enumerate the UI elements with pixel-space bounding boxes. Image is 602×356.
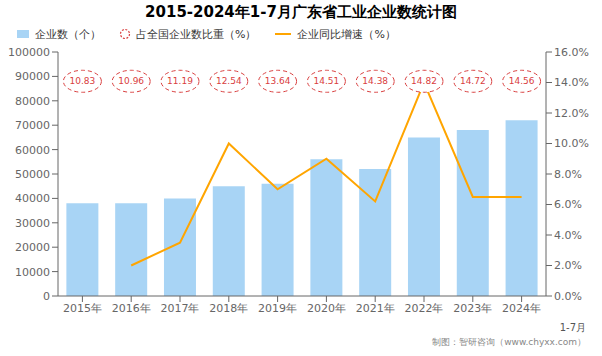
svg-text:14.51: 14.51 xyxy=(314,76,340,86)
html-text:企业数（个）: 企业数（个） xyxy=(35,27,101,41)
svg-text:70000: 70000 xyxy=(15,119,50,132)
svg-text:2017年: 2017年 xyxy=(161,302,200,315)
svg-text:2024年: 2024年 xyxy=(502,302,541,315)
svg-text:14.56: 14.56 xyxy=(509,76,535,86)
svg-text:2016年: 2016年 xyxy=(112,302,151,315)
svg-text:0.0%: 0.0% xyxy=(554,290,582,303)
svg-text:10000: 10000 xyxy=(15,266,50,279)
svg-text:6.0%: 6.0% xyxy=(554,198,582,211)
svg-text:14.72: 14.72 xyxy=(460,76,486,86)
svg-text:2019年: 2019年 xyxy=(258,302,297,315)
svg-text:13.64: 13.64 xyxy=(265,76,291,86)
svg-text:2022年: 2022年 xyxy=(405,302,444,315)
svg-text:60000: 60000 xyxy=(15,144,50,157)
html-text:企业同比增速（%）: 企业同比增速（%） xyxy=(297,27,396,41)
svg-text:2021年: 2021年 xyxy=(356,302,395,315)
svg-text:11.19: 11.19 xyxy=(167,76,193,86)
svg-text:2023年: 2023年 xyxy=(453,302,492,315)
svg-text:2018年: 2018年 xyxy=(209,302,248,315)
html-text:占全国企业数比重（%）: 占全国企业数比重（%） xyxy=(136,27,257,41)
svg-text:12.54: 12.54 xyxy=(216,76,242,86)
svg-text:10.0%: 10.0% xyxy=(554,137,589,150)
svg-text:50000: 50000 xyxy=(15,168,50,181)
svg-text:14.38: 14.38 xyxy=(362,76,388,86)
svg-text:100000: 100000 xyxy=(8,46,50,59)
svg-text:0: 0 xyxy=(43,290,50,303)
svg-text:40000: 40000 xyxy=(15,192,50,205)
svg-text:2020年: 2020年 xyxy=(307,302,346,315)
svg-text:90000: 90000 xyxy=(15,70,50,83)
svg-text:12.0%: 12.0% xyxy=(554,107,589,120)
svg-text:2015年: 2015年 xyxy=(63,302,102,315)
svg-text:2.0%: 2.0% xyxy=(554,259,582,272)
html-text:1-7月: 1-7月 xyxy=(559,322,586,333)
svg-text:14.82: 14.82 xyxy=(411,76,437,86)
svg-text:10.83: 10.83 xyxy=(70,76,96,86)
svg-text:14.0%: 14.0% xyxy=(554,76,589,89)
svg-text:10.96: 10.96 xyxy=(118,76,144,86)
html-text:2015-2024年1-7月广东省工业企业数统计图: 2015-2024年1-7月广东省工业企业数统计图 xyxy=(145,3,457,21)
svg-text:80000: 80000 xyxy=(15,95,50,108)
svg-text:30000: 30000 xyxy=(15,217,50,230)
svg-text:20000: 20000 xyxy=(15,241,50,254)
svg-text:4.0%: 4.0% xyxy=(554,229,582,242)
html-text:制图：智研咨询（www.chyxx.com）: 制图：智研咨询（www.chyxx.com） xyxy=(432,337,586,347)
svg-text:8.0%: 8.0% xyxy=(554,168,582,181)
svg-text:16.0%: 16.0% xyxy=(554,46,589,59)
